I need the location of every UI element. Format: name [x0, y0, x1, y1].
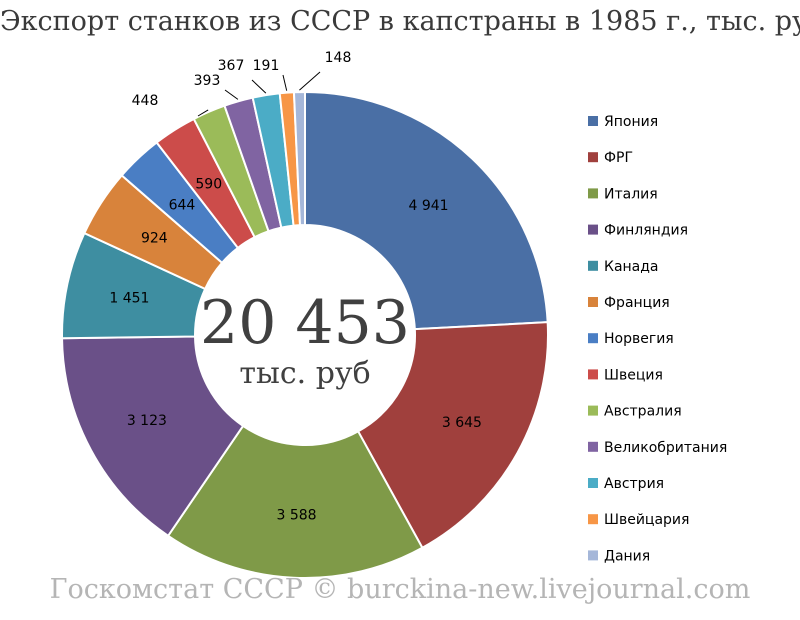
- legend-label-6: Норвегия: [604, 331, 674, 347]
- leader-line-10: [251, 79, 267, 94]
- legend-swatch-9: [588, 441, 598, 452]
- legend-label-7: Швеция: [604, 367, 663, 383]
- data-label-9: 393: [194, 73, 221, 89]
- legend-swatch-8: [588, 405, 598, 416]
- leader-line-12: [299, 71, 321, 91]
- donut-slice-1: [356, 321, 549, 550]
- data-labels: 4 941 3 645 3 588 3 123 1 451 924 644 590 448 393…: [109, 50, 482, 523]
- legend-swatch-3: [588, 224, 598, 235]
- legend-swatch-7: [588, 369, 598, 380]
- data-label-8: 448: [132, 93, 159, 109]
- donut-slices: [61, 90, 549, 579]
- data-label-7: 590: [195, 176, 222, 192]
- donut-slice-12: [292, 90, 306, 227]
- legend-label-8: Австралия: [604, 404, 682, 420]
- data-label-0: 4 941: [408, 198, 448, 214]
- legend-label-10: Австрия: [604, 476, 664, 492]
- leader-line-8: [197, 109, 209, 117]
- legend-swatch-11: [588, 514, 598, 525]
- legend-label-4: Канада: [604, 259, 659, 275]
- legend-swatch-5: [588, 297, 598, 307]
- legend: Япония ФРГ Италия Финляндия Канада Франция Нор…: [588, 114, 727, 564]
- legend-swatch-4: [588, 260, 598, 271]
- legend-swatch-0: [588, 116, 598, 126]
- leader-line-9: [224, 89, 239, 100]
- legend-label-3: Финляндия: [604, 223, 688, 239]
- data-label-4: 1 451: [109, 291, 149, 307]
- data-label-11: 191: [253, 58, 280, 74]
- legend-swatch-12: [588, 550, 598, 561]
- total-unit: тыс. руб: [239, 356, 370, 391]
- total-value: 20 453: [200, 288, 410, 358]
- legend-label-1: ФРГ: [604, 150, 633, 166]
- chart-title: Экспорт станков из СССР в капстраны в 19…: [0, 6, 800, 37]
- legend-label-12: Дания: [604, 548, 650, 564]
- legend-swatch-2: [588, 188, 598, 199]
- data-label-6: 644: [169, 197, 196, 213]
- donut-slice-0: [304, 90, 549, 331]
- legend-label-2: Италия: [604, 186, 658, 202]
- legend-label-5: Франция: [604, 295, 670, 311]
- legend-swatch-6: [588, 333, 598, 344]
- data-label-5: 924: [141, 230, 168, 246]
- legend-label-0: Япония: [604, 114, 658, 130]
- data-label-3: 3 123: [127, 413, 167, 429]
- legend-swatch-10: [588, 478, 598, 488]
- data-label-10: 367: [218, 58, 245, 74]
- legend-label-9: Великобритания: [604, 440, 727, 456]
- data-label-1: 3 645: [442, 415, 482, 431]
- legend-swatch-1: [588, 152, 598, 163]
- source-footer: Госкомстат СССР © burckina-new.livejourn…: [49, 574, 751, 605]
- donut-slice-2: [166, 424, 424, 579]
- data-label-12: 148: [325, 50, 352, 66]
- data-label-2: 3 588: [276, 507, 316, 523]
- donut-slice-3: [61, 335, 245, 538]
- leader-line-11: [282, 74, 288, 91]
- leader-lines: [197, 71, 321, 117]
- legend-label-11: Швейцария: [604, 512, 689, 528]
